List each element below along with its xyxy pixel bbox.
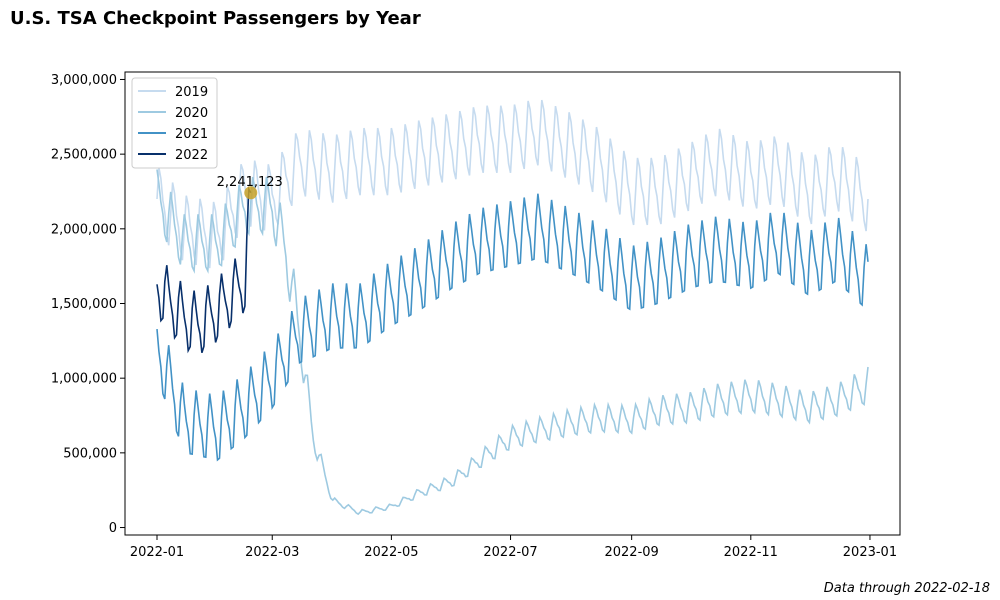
data-through-note: Data through 2022-02-18 — [823, 581, 990, 596]
annotation-layer: 2,241,123 — [217, 175, 283, 200]
legend-label-2019: 2019 — [175, 85, 208, 100]
x-tick-label-3: 2022-07 — [483, 545, 537, 560]
x-tick-label-1: 2022-03 — [245, 545, 299, 560]
axis-layer: 2022-01 2022-03 2022-05 2022-07 2022-09 2022-… — [51, 73, 897, 560]
x-tick-label-2: 2022-05 — [364, 545, 418, 560]
series-line-2020 — [156, 169, 869, 516]
x-tick-label-6: 2023-01 — [843, 545, 897, 560]
legend: 2019 2020 2021 2022 — [131, 77, 218, 169]
y-tick-label-1: 500,000 — [63, 446, 117, 461]
legend-label-2021: 2021 — [175, 127, 208, 142]
series-line-2022 — [156, 186, 252, 354]
y-tick-label-4: 2,000,000 — [51, 222, 117, 237]
y-tick-label-3: 1,500,000 — [51, 297, 117, 312]
y-tick-label-6: 3,000,000 — [51, 73, 117, 88]
series-layer — [156, 99, 869, 516]
y-tick-label-2: 1,000,000 — [51, 372, 117, 387]
x-tick-label-5: 2022-11 — [724, 545, 778, 560]
series-line-2019 — [156, 99, 869, 269]
legend-box — [131, 77, 218, 169]
y-tick-label-5: 2,500,000 — [51, 148, 117, 163]
x-tick-label-4: 2022-09 — [604, 545, 658, 560]
latest-value-label: 2,241,123 — [217, 175, 283, 190]
x-tick-label-0: 2022-01 — [130, 545, 184, 560]
legend-label-2020: 2020 — [175, 106, 208, 121]
y-tick-label-0: 0 — [109, 521, 117, 536]
legend-label-2022: 2022 — [175, 148, 208, 163]
latest-value-marker — [244, 186, 258, 200]
series-line-2021 — [156, 193, 869, 462]
chart-title: U.S. TSA Checkpoint Passengers by Year — [10, 8, 421, 29]
